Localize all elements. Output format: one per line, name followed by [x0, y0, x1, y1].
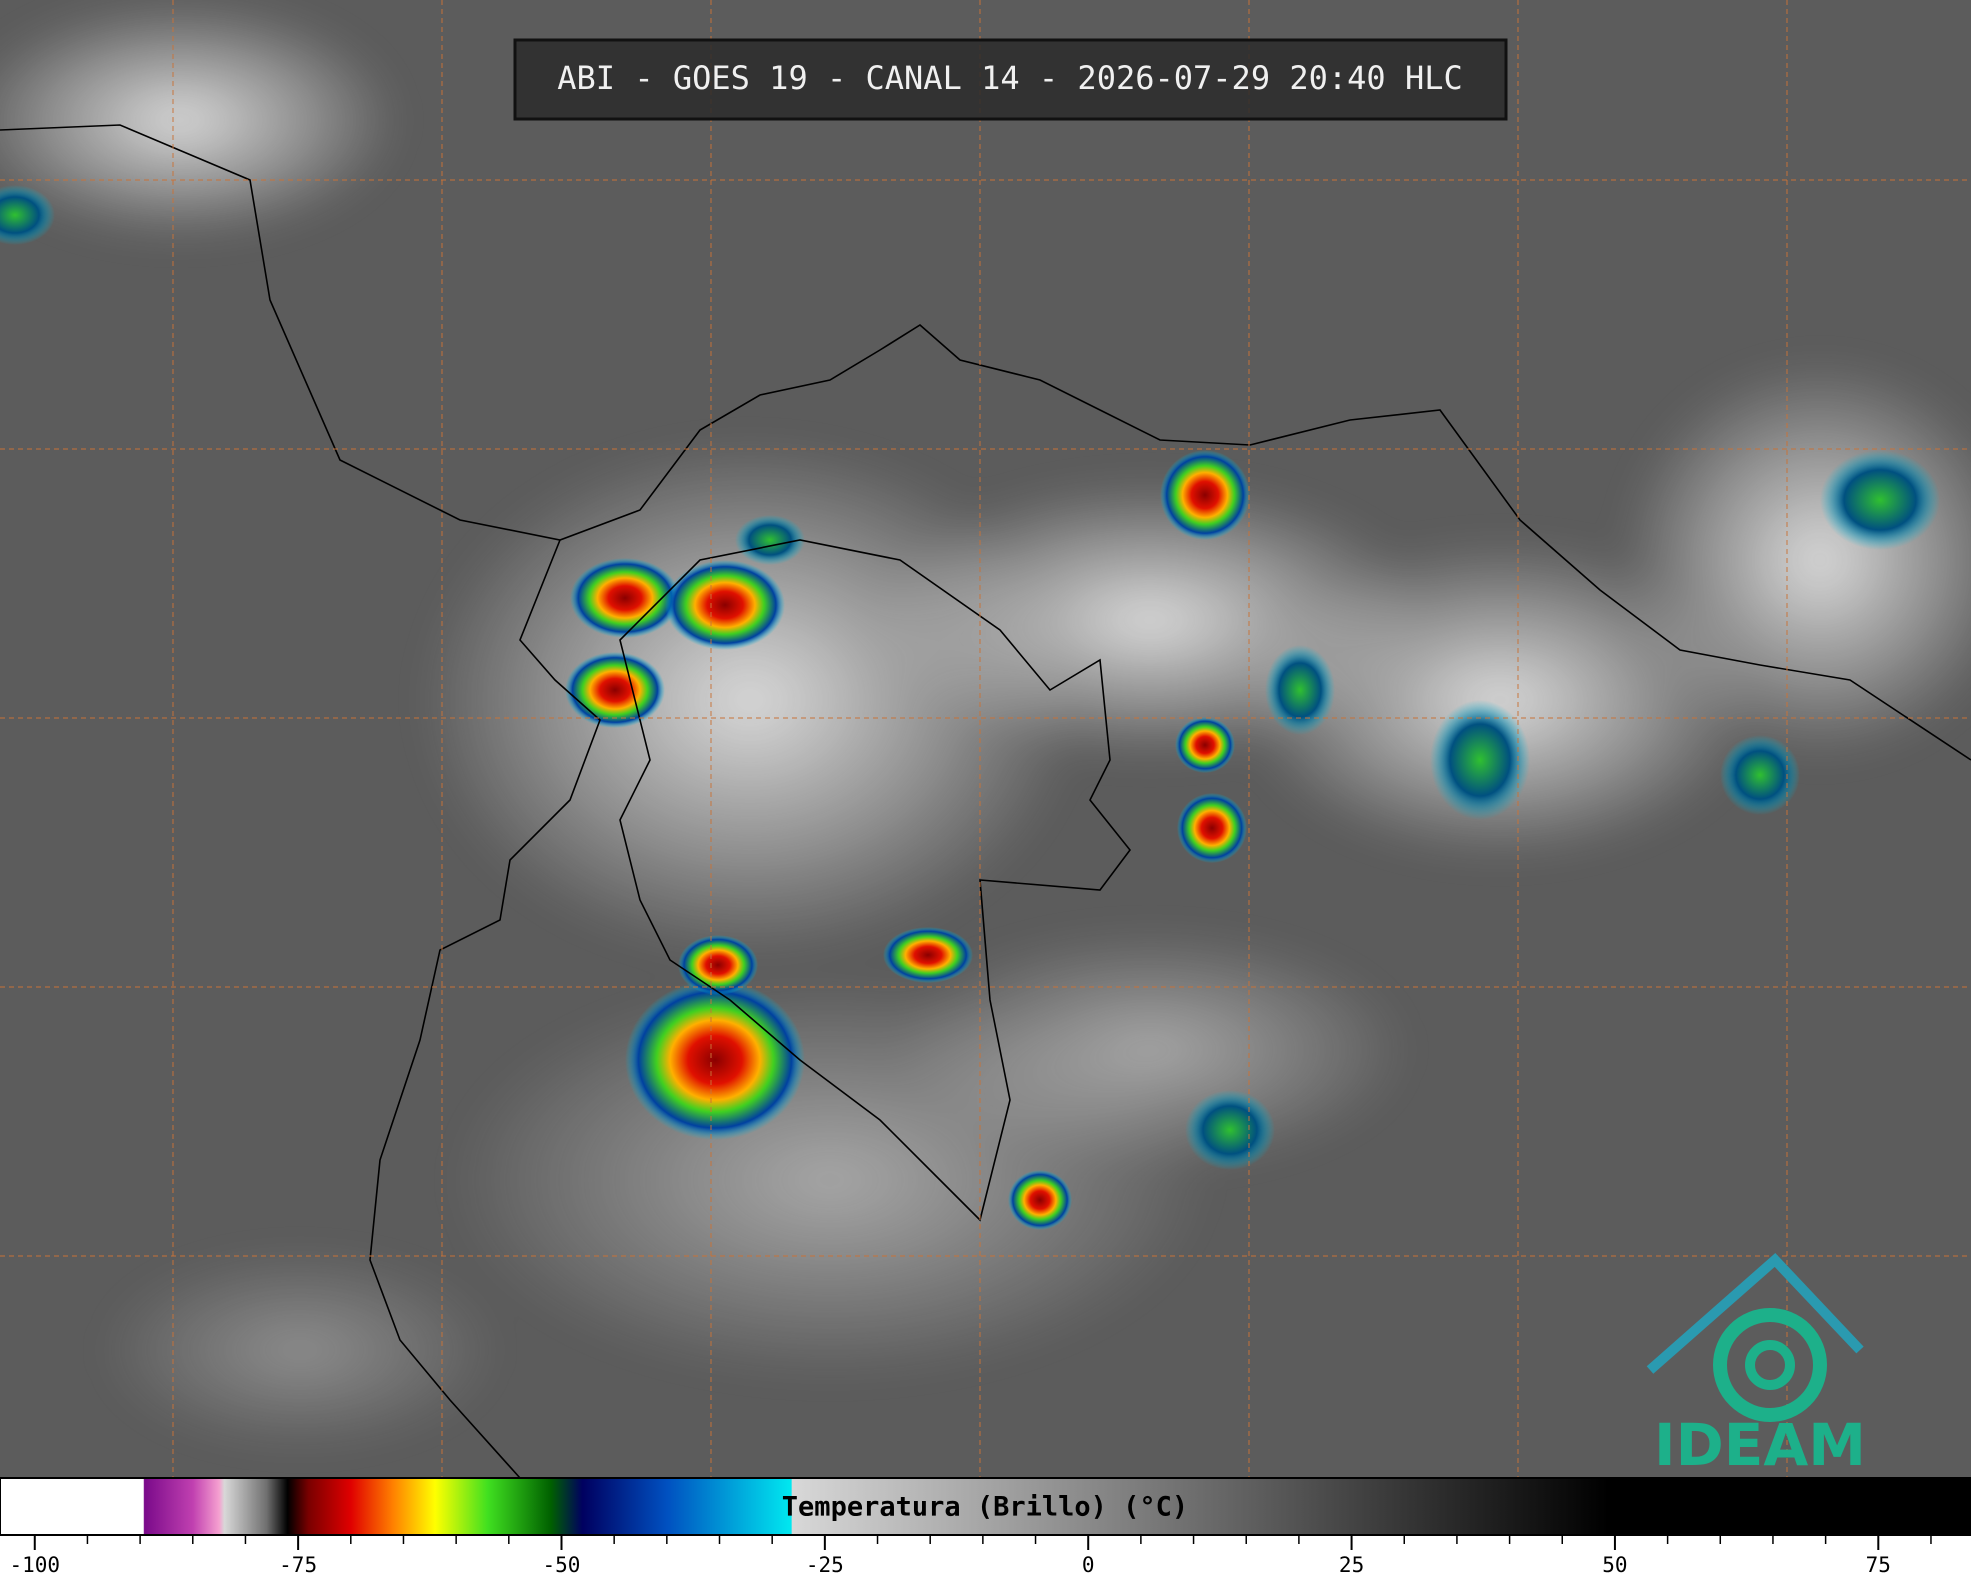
storms — [0, 185, 1940, 1230]
tick-label: 25 — [1339, 1553, 1364, 1577]
title: ABI - GOES 19 - CANAL 14 - 2026-07-29 20… — [557, 59, 1462, 97]
grid-lines — [0, 0, 1971, 1478]
tick-label: -75 — [279, 1553, 317, 1577]
tick-label: 0 — [1082, 1553, 1095, 1577]
colorbar — [0, 1477, 1971, 1536]
colorbar-label: Temperatura (Brillo) (°C) — [782, 1492, 1188, 1523]
coastlines — [0, 124, 1971, 1479]
title-box — [513, 38, 1508, 121]
tick-label: -50 — [543, 1553, 581, 1577]
tick-label: -25 — [806, 1553, 844, 1577]
logo: IDEAM — [1646, 1253, 1866, 1479]
tick-label: 75 — [1866, 1553, 1891, 1577]
logo-text: IDEAM — [1654, 1411, 1866, 1479]
tick-label: 50 — [1602, 1553, 1627, 1577]
tick-label: -100 — [9, 1553, 60, 1577]
